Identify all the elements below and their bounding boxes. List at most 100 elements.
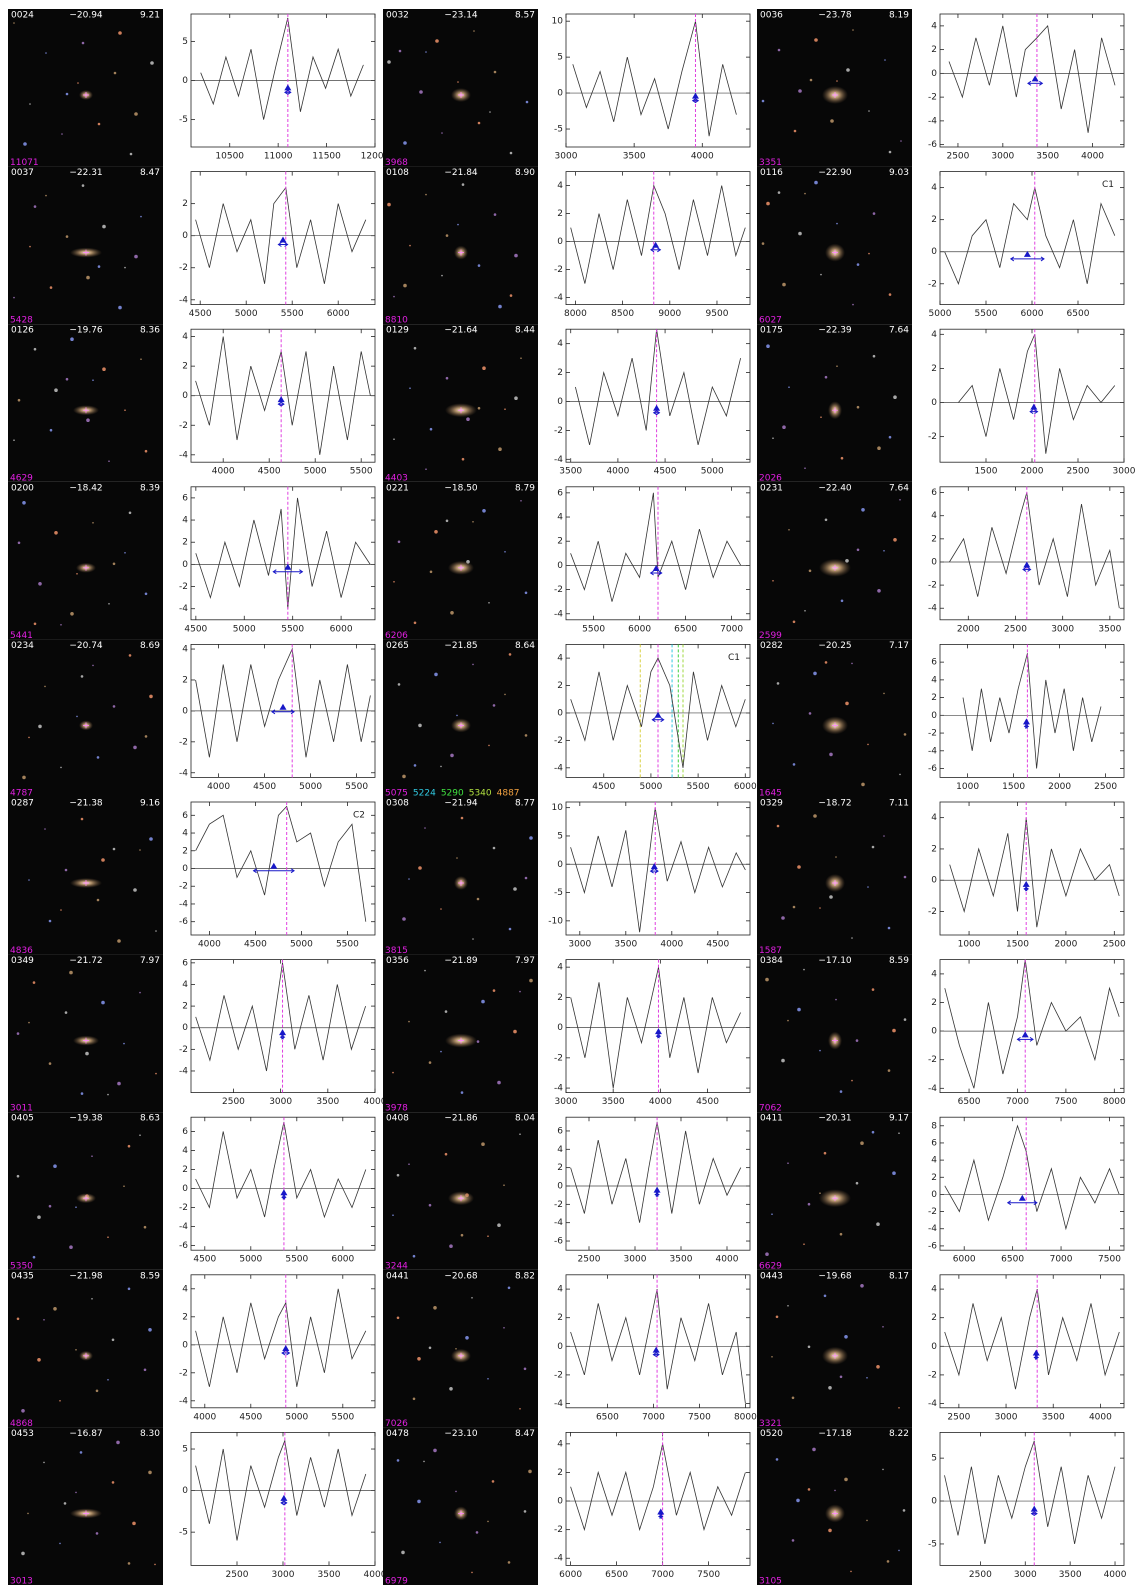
x-tick-label: 7500 xyxy=(1098,1255,1121,1265)
error-cap xyxy=(691,98,700,104)
crosshair xyxy=(832,407,838,414)
star xyxy=(28,736,30,739)
cutout-label: 5075 xyxy=(385,789,408,799)
error-cap xyxy=(272,569,304,575)
star xyxy=(771,1356,773,1358)
star xyxy=(844,1477,848,1482)
star xyxy=(434,672,438,677)
star xyxy=(76,715,78,718)
marker xyxy=(284,84,292,91)
star xyxy=(765,977,769,982)
cutout-magnitude: −21.64 xyxy=(444,326,478,336)
x-tick-label: 7500 xyxy=(1054,1097,1077,1107)
cutout-magnitude: −17.10 xyxy=(818,956,852,966)
crosshair xyxy=(83,1352,89,1359)
crosshair xyxy=(83,1195,89,1202)
cutout-id: 0441 xyxy=(386,1271,409,1281)
star xyxy=(855,1181,859,1185)
star xyxy=(519,990,521,993)
cutout-id: 0435 xyxy=(11,1271,34,1281)
cutout-image xyxy=(8,1427,163,1585)
x-tick-label: 4500 xyxy=(654,467,677,477)
crosshair xyxy=(832,880,838,886)
y-tick-label: 0 xyxy=(182,231,188,241)
cutout-magnitude: −21.72 xyxy=(69,956,102,966)
star xyxy=(803,968,805,971)
cutout-score: 8.90 xyxy=(515,168,535,178)
x-tick-label: 2500 xyxy=(222,1097,245,1107)
star xyxy=(86,418,90,423)
star xyxy=(813,814,817,818)
x-tick-label: 1000 xyxy=(956,782,979,792)
star xyxy=(492,846,496,850)
star xyxy=(398,49,402,53)
x-tick-label: 4500 xyxy=(696,1097,719,1107)
star xyxy=(876,1365,880,1369)
y-tick-label: -4 xyxy=(179,604,188,614)
star xyxy=(466,417,470,422)
star xyxy=(95,1532,99,1535)
x-tick-label: 2000 xyxy=(1054,940,1077,950)
star xyxy=(888,435,892,439)
y-tick-label: 6 xyxy=(182,1127,188,1137)
cutout-magnitude: −21.38 xyxy=(69,799,103,809)
cutout-id: 0329 xyxy=(760,799,783,809)
star xyxy=(886,1560,890,1563)
cutout-magnitude: −18.42 xyxy=(69,483,102,493)
cutout-label: 2599 xyxy=(759,631,782,641)
star xyxy=(489,111,491,113)
star xyxy=(440,765,442,768)
plot-frame xyxy=(939,328,1125,463)
cutout-id: 0037 xyxy=(11,168,34,178)
y-tick-label: 2 xyxy=(557,1163,563,1173)
cutout-id: 0384 xyxy=(760,956,783,966)
error-cap xyxy=(1030,1511,1038,1517)
cutout-score: 8.44 xyxy=(515,326,535,336)
crosshair xyxy=(832,1037,838,1044)
star xyxy=(32,1255,36,1259)
spectrum xyxy=(944,959,1120,1089)
spectrum xyxy=(195,1288,367,1387)
cutout-score: 7.11 xyxy=(889,799,909,809)
star xyxy=(899,773,901,776)
star xyxy=(429,570,433,574)
y-tick-label: 2 xyxy=(182,1165,188,1175)
star xyxy=(393,438,395,441)
plot-frame xyxy=(939,486,1125,621)
star xyxy=(765,1252,769,1256)
crosshair xyxy=(458,1352,464,1359)
star xyxy=(425,468,427,471)
x-tick-label: 3500 xyxy=(1042,1412,1065,1422)
star xyxy=(424,969,426,972)
star xyxy=(54,388,58,393)
cutout-score: 8.36 xyxy=(140,326,160,336)
x-tick-label: 4000 xyxy=(716,1255,739,1265)
star xyxy=(13,22,15,24)
x-tick-label: 5500 xyxy=(281,624,304,634)
spectrum xyxy=(949,492,1120,609)
x-tick-label: 5000 xyxy=(701,467,724,477)
marker xyxy=(280,1494,288,1501)
y-tick-label: -2 xyxy=(179,1368,188,1378)
star xyxy=(803,1243,805,1245)
cutout-id: 0126 xyxy=(11,326,34,336)
plot-frame xyxy=(565,13,751,148)
star xyxy=(144,449,148,453)
error-cap xyxy=(1009,256,1045,262)
marker xyxy=(691,92,699,99)
x-tick-label: 8500 xyxy=(611,309,634,319)
y-tick-label: 0 xyxy=(557,1342,563,1352)
star xyxy=(21,1551,25,1556)
spectrum xyxy=(572,21,737,137)
y-tick-label: 0 xyxy=(557,89,563,99)
star xyxy=(892,1171,896,1175)
x-tick-label: 3500 xyxy=(1098,624,1121,634)
error-cap xyxy=(658,1514,664,1519)
star xyxy=(777,191,781,194)
y-tick-label: 8 xyxy=(931,1121,937,1131)
star xyxy=(81,41,85,45)
cutout-magnitude: −21.89 xyxy=(444,956,478,966)
spectrum xyxy=(570,807,746,933)
star xyxy=(808,712,812,715)
star xyxy=(902,1509,906,1512)
